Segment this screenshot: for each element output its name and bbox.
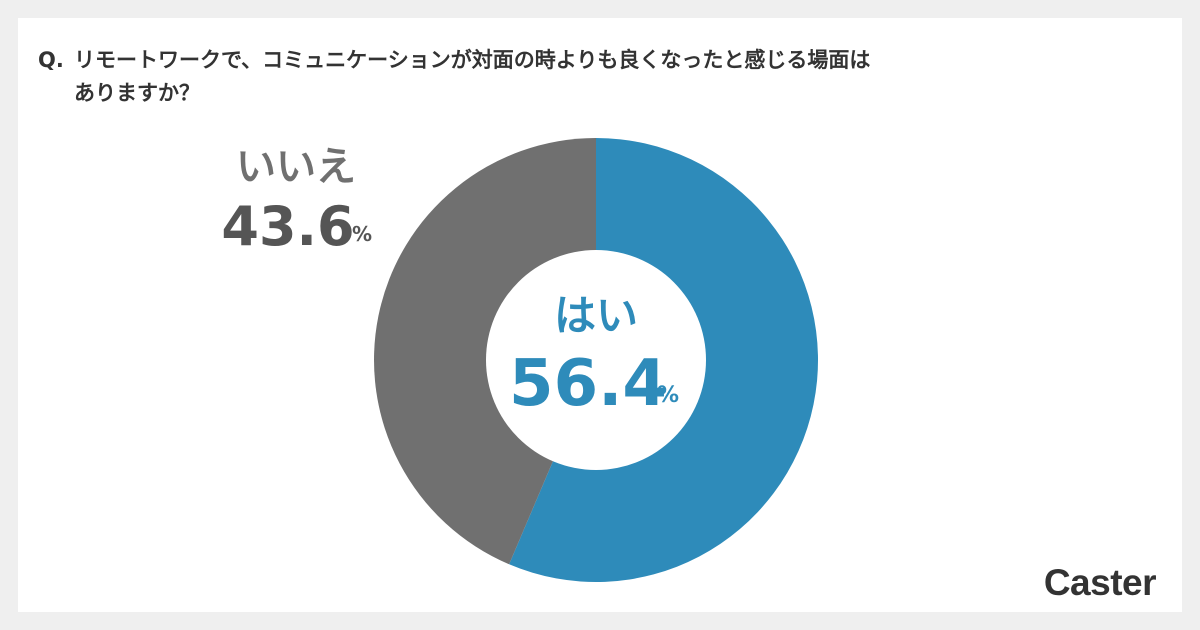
question-line-2: ありますか？ bbox=[74, 81, 200, 105]
slice-unit-yes: % bbox=[657, 383, 679, 408]
slice-label-no: いいえ bbox=[236, 144, 356, 190]
question-title: Q. リモートワークで、コミュニケーションが対面の時よりも良くなったと感じる場面は… bbox=[38, 44, 1158, 110]
question-prefix: Q. bbox=[38, 48, 64, 72]
pie-slice-no bbox=[374, 138, 596, 565]
slice-value-yes: 56.4 bbox=[509, 347, 667, 421]
slice-value-no: 43.6 bbox=[221, 195, 354, 258]
donut-hole bbox=[486, 250, 706, 470]
slice-unit-no: % bbox=[352, 222, 372, 246]
caster-logo: Caster bbox=[1043, 562, 1157, 603]
question-line-1: リモートワークで、コミュニケーションが対面の時よりも良くなったと感じる場面は bbox=[74, 48, 871, 72]
slice-label-yes: はい bbox=[554, 291, 638, 340]
